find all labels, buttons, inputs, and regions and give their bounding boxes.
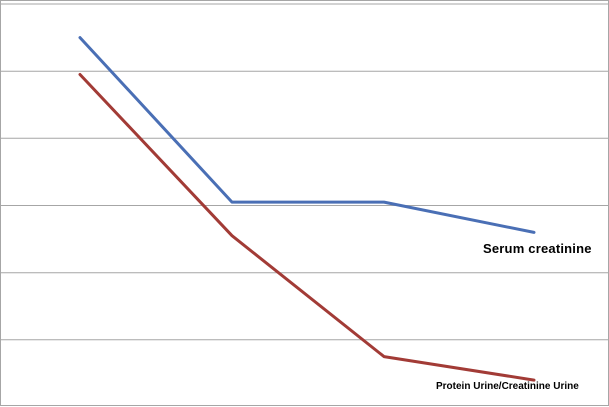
- series-label-serum-creatinine: Serum creatinine: [483, 241, 592, 256]
- series-line-1: [78, 73, 536, 382]
- series-lines: [78, 36, 536, 382]
- series-line-0: [78, 36, 536, 234]
- gridlines: [1, 3, 609, 341]
- series-label-protein-urine-creatinine-urine: Protein Urine/Creatinine Urine: [436, 381, 579, 392]
